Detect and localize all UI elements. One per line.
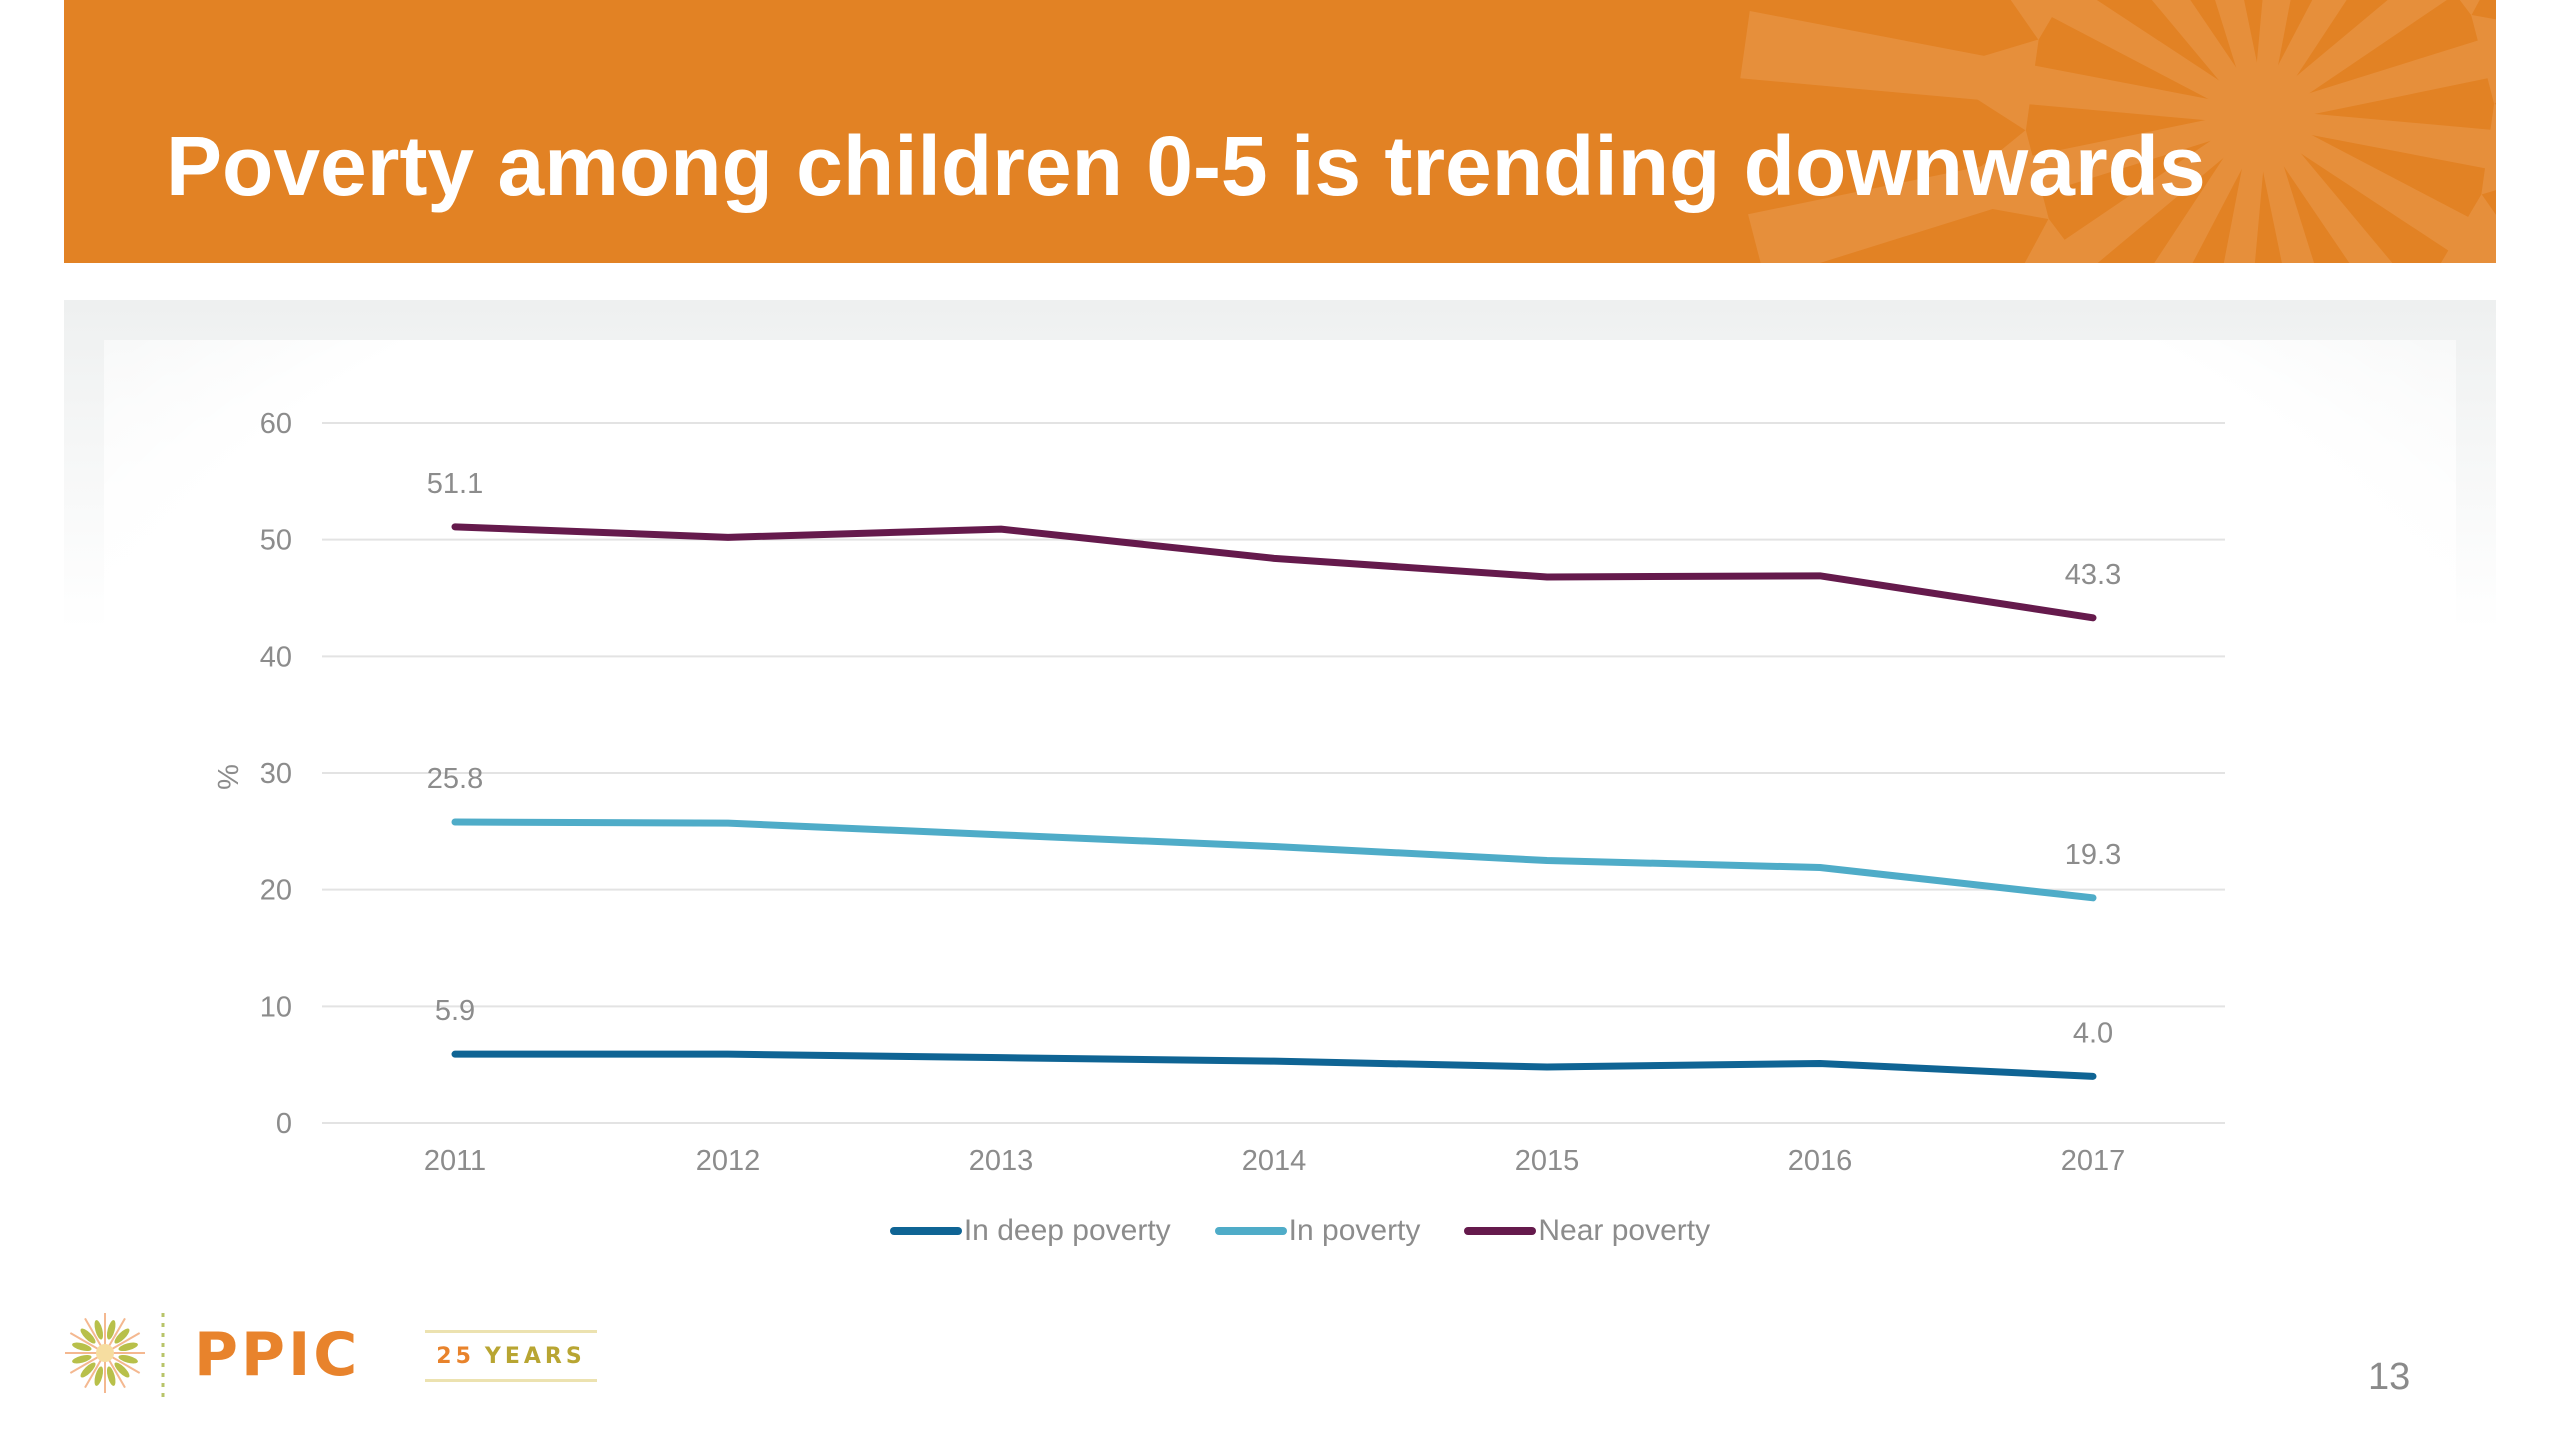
slide-title: Poverty among children 0-5 is trending d… xyxy=(166,119,2206,213)
sun-petal xyxy=(72,1354,92,1364)
gridlines xyxy=(322,422,2225,1124)
anniversary-word: YEARS xyxy=(484,1343,586,1369)
legend-label: In poverty xyxy=(1288,1214,1421,1247)
burst-ray xyxy=(1740,10,2262,125)
data-label-first: 25.8 xyxy=(427,763,483,795)
burst-ray xyxy=(2253,0,2496,122)
y-tick-label: 60 xyxy=(260,408,292,440)
sun-petal xyxy=(80,1362,96,1378)
y-tick-label: 10 xyxy=(260,991,292,1023)
burst-ray xyxy=(1794,0,2265,124)
x-tick-label: 2015 xyxy=(1515,1145,1580,1177)
anniversary-badge: 25 YEARS xyxy=(425,1330,597,1382)
burst-arrowhead xyxy=(2434,194,2496,263)
burst-ray xyxy=(1919,0,2267,122)
data-label-first: 5.9 xyxy=(435,995,475,1027)
burst-ray xyxy=(2258,109,2496,224)
burst-ray xyxy=(1824,110,2265,263)
burst-ray xyxy=(1966,112,2267,263)
y-tick-label: 30 xyxy=(260,758,292,790)
y-tick-label: 0 xyxy=(276,1108,292,1140)
sun-core xyxy=(96,1344,114,1362)
legend-swatch xyxy=(1214,1227,1287,1235)
x-axis-ticks: 2011 2012 2013 2014 2015 2016 2017 xyxy=(424,1145,2125,1177)
x-tick-label: 2011 xyxy=(424,1145,486,1177)
burst-ray xyxy=(2252,114,2424,263)
data-label-last: 43.3 xyxy=(2065,559,2121,591)
sun-petal xyxy=(114,1328,130,1344)
x-tick-label: 2013 xyxy=(969,1145,1034,1177)
burst-arrowhead xyxy=(1933,39,2039,131)
x-tick-label: 2014 xyxy=(1242,1145,1307,1177)
slide-header: Poverty among children 0-5 is trending d… xyxy=(64,0,2496,263)
sun-petal xyxy=(94,1366,104,1386)
burst-ray xyxy=(2253,112,2496,263)
page-number: 13 xyxy=(2368,1356,2411,1398)
data-label-last: 4.0 xyxy=(2073,1017,2113,1049)
ppic-wordmark: PPIC xyxy=(194,1320,361,1390)
data-labels: 5.9 4.0 25.8 19.3 51.1 43.3 xyxy=(427,468,2121,1050)
data-label-first: 51.1 xyxy=(427,468,483,500)
sun-petal xyxy=(94,1320,104,1340)
burst-ray xyxy=(2255,0,2496,124)
sun-petal xyxy=(106,1320,116,1340)
legend-swatch xyxy=(889,1227,962,1235)
series-lines xyxy=(451,523,2097,1080)
chart-legend: In deep poverty In poverty Near poverty xyxy=(0,1214,2560,1248)
legend-item-deep-poverty[interactable]: In deep poverty xyxy=(889,1214,1171,1248)
ppic-sun-logo-icon xyxy=(65,1313,165,1399)
legend-item-near-poverty[interactable]: Near poverty xyxy=(1464,1214,1710,1248)
burst-ray xyxy=(2255,110,2496,263)
sun-petal xyxy=(72,1342,92,1352)
burst-ray xyxy=(2153,115,2268,263)
sun-petal xyxy=(80,1328,96,1344)
y-tick-label: 50 xyxy=(260,525,292,557)
y-axis-ticks: 0 10 20 30 40 50 60 xyxy=(260,408,292,1140)
x-tick-label: 2012 xyxy=(696,1145,761,1177)
burst-arrowhead xyxy=(1940,130,2049,220)
series-line-in-deep-poverty xyxy=(451,1050,2097,1080)
y-tick-label: 20 xyxy=(260,875,292,907)
sun-petal xyxy=(114,1362,130,1378)
legend-item-in-poverty[interactable]: In poverty xyxy=(1214,1214,1421,1248)
sun-petal xyxy=(118,1354,138,1364)
x-tick-label: 2016 xyxy=(1788,1145,1853,1177)
starburst-decoration xyxy=(1740,0,2496,263)
sun-petal xyxy=(106,1366,116,1386)
legend-swatch xyxy=(1464,1227,1537,1235)
burst-ray xyxy=(2257,0,2496,125)
legend-label: Near poverty xyxy=(1538,1214,1711,1247)
sun-petal xyxy=(118,1342,138,1352)
x-tick-label: 2017 xyxy=(2061,1145,2126,1177)
data-label-last: 19.3 xyxy=(2065,839,2121,871)
y-tick-label: 40 xyxy=(260,641,292,673)
y-axis-label: % xyxy=(213,764,245,790)
series-line-in-poverty xyxy=(451,818,2097,902)
legend-label: In deep poverty xyxy=(963,1214,1171,1247)
anniversary-number: 25 xyxy=(436,1343,475,1369)
burst-ray xyxy=(1748,109,2263,263)
